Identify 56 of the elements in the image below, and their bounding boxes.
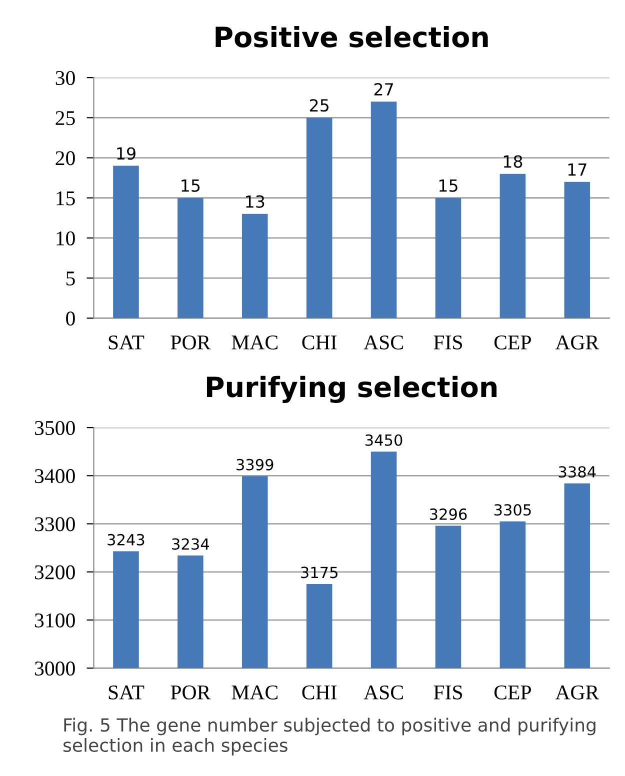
y-tick-label: 25: [56, 111, 75, 126]
y-tick-label: 15: [56, 191, 75, 206]
bar: [306, 118, 332, 318]
data-label: 3305: [494, 504, 531, 516]
y-tick-label: 10: [56, 231, 75, 246]
x-tick-label: FIS: [434, 335, 462, 350]
x-tick-label: SAT: [108, 685, 144, 700]
data-label: 3243: [108, 534, 144, 546]
data-label: 3450: [366, 434, 402, 446]
y-tick-label: 20: [56, 151, 75, 166]
data-label: 3234: [172, 538, 210, 550]
bar: [564, 182, 590, 318]
data-label: 3384: [558, 466, 596, 478]
data-label: 19: [117, 147, 136, 160]
caption: Fig. 5 The gene number subjected to positive and purifying selection in each species: [63, 718, 596, 756]
data-label: 27: [374, 83, 393, 96]
data-label: 3399: [236, 458, 274, 470]
chart-title: Positive selection: [216, 26, 488, 48]
x-tick-label: POR: [170, 685, 211, 700]
y-tick-label: 0: [66, 312, 75, 326]
y-tick-label: 30: [56, 70, 75, 86]
x-tick-label: MAC: [232, 685, 278, 700]
x-tick-label: POR: [170, 335, 211, 350]
chart-title: Purifying selection: [206, 376, 497, 404]
x-tick-label: CHI: [302, 335, 337, 350]
data-label: 15: [439, 179, 458, 192]
y-tick-label: 3400: [35, 469, 75, 484]
x-tick-label: AGR: [555, 335, 600, 350]
y-tick-label: 3100: [35, 613, 75, 628]
data-label: 18: [504, 155, 522, 168]
bar: [113, 166, 139, 318]
x-tick-label: ASC: [364, 335, 403, 350]
data-label: 25: [310, 99, 328, 112]
x-tick-label: SAT: [108, 335, 144, 350]
data-label: 15: [182, 179, 200, 192]
x-tick-label: CEP: [494, 335, 531, 350]
data-label: 3175: [301, 566, 338, 578]
x-tick-label: FIS: [434, 685, 462, 700]
data-label: 3296: [430, 508, 467, 520]
y-tick-label: 5: [66, 272, 75, 286]
bar: [178, 198, 204, 318]
data-label: 13: [246, 195, 264, 208]
x-tick-label: ASC: [364, 685, 403, 700]
x-tick-label: AGR: [555, 685, 600, 700]
y-tick-label: 3000: [35, 662, 75, 676]
y-tick-label: 3300: [35, 517, 75, 532]
data-label: 17: [568, 163, 586, 176]
y-tick-label: 3500: [35, 420, 75, 436]
bar: [242, 214, 268, 318]
x-tick-label: CHI: [302, 685, 337, 700]
x-tick-label: MAC: [232, 335, 278, 350]
y-tick-label: 3200: [35, 565, 75, 580]
bar: [435, 198, 462, 318]
bar: [370, 102, 397, 318]
bar: [500, 174, 526, 318]
x-tick-label: CEP: [494, 685, 531, 700]
